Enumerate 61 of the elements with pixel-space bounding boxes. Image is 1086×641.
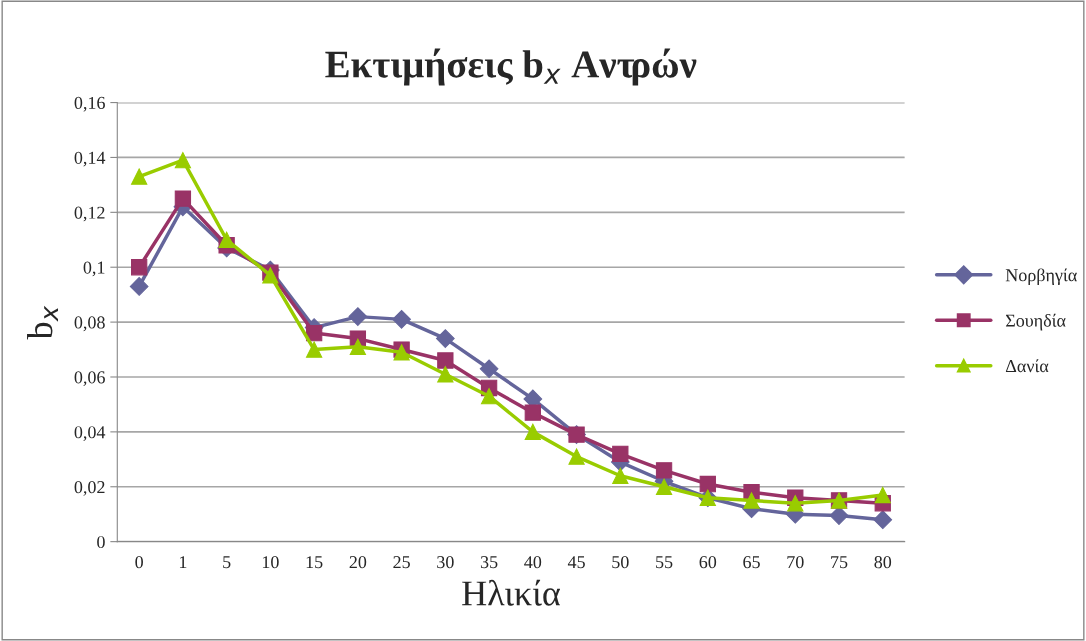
x-tick-label: 25 <box>393 556 410 569</box>
x-tick-label: 65 <box>743 556 760 569</box>
x-tick-label: 20 <box>349 556 367 569</box>
point <box>392 310 411 329</box>
x-axis-title: Ηλικία <box>462 579 560 606</box>
x-tick-label: 45 <box>567 556 585 569</box>
y-axis-title: b$_{x}$ <box>27 305 59 340</box>
point <box>874 486 891 504</box>
y-tick-label: 0,14 <box>74 151 106 167</box>
point <box>873 510 893 530</box>
point <box>612 467 629 484</box>
point <box>437 352 454 369</box>
x-tick-label: 40 <box>524 556 542 569</box>
x-tick-label: 30 <box>437 556 454 569</box>
y-tick-label: 0,04 <box>74 426 106 441</box>
x-tick-label: 80 <box>874 556 892 569</box>
point <box>699 475 716 493</box>
y-tick-label: 0,16 <box>74 96 105 112</box>
x-tick-label: 5 <box>223 556 231 569</box>
point <box>131 259 148 276</box>
legend-label: Νορβηγία <box>1005 268 1077 285</box>
x-tick-label: 55 <box>656 556 673 569</box>
point <box>480 388 498 405</box>
y-tick-label: 0,08 <box>74 316 105 332</box>
x-tick-label: 60 <box>699 556 717 569</box>
point <box>655 462 673 479</box>
y-tick-label: 0 <box>97 535 105 549</box>
x-tick-label: 15 <box>306 556 323 569</box>
point <box>129 277 149 296</box>
point <box>612 445 629 462</box>
y-tick-label: 0,1 <box>83 261 105 277</box>
point <box>435 329 455 348</box>
point <box>349 338 367 355</box>
legend-label: Δανία <box>1005 359 1049 373</box>
x-tick-label: 50 <box>612 556 629 569</box>
x-tick-label: 75 <box>831 556 848 569</box>
legend-label: Σουηδία <box>1005 313 1066 331</box>
point <box>348 307 368 326</box>
y-tick-label: 0,06 <box>74 371 105 387</box>
point <box>174 152 192 169</box>
point <box>131 168 148 185</box>
x-tick-label: 1 <box>179 556 187 569</box>
point <box>743 492 760 509</box>
y-tick-label: 0,12 <box>74 206 105 222</box>
point <box>655 478 673 495</box>
point <box>305 341 323 358</box>
point <box>568 448 585 465</box>
point <box>524 423 541 441</box>
x-tick-label: 10 <box>262 556 279 569</box>
point <box>829 506 849 525</box>
point <box>479 359 499 379</box>
point <box>524 404 541 421</box>
chart-title: Εκτιμήσεις b$_{x}$ Αντρών <box>325 48 697 86</box>
y-tick-label: 0,02 <box>74 481 105 496</box>
point <box>218 231 235 248</box>
point <box>437 366 454 383</box>
point <box>174 190 192 207</box>
point <box>787 495 804 512</box>
x-tick-label: 0 <box>135 556 143 569</box>
x-tick-label: 70 <box>787 556 804 569</box>
x-tick-label: 35 <box>480 556 498 569</box>
